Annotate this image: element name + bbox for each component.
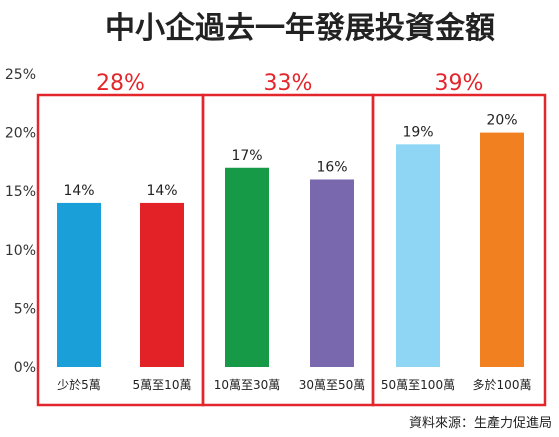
bar	[480, 132, 524, 367]
chart-title: 中小企過去一年發展投資金額	[105, 11, 495, 46]
group-label: 39%	[435, 71, 484, 96]
y-tick-label: 25%	[5, 67, 36, 83]
value-label: 20%	[486, 113, 517, 129]
category-label: 30萬至50萬	[299, 378, 366, 392]
group-box	[371, 93, 547, 407]
value-label: 16%	[316, 159, 347, 175]
category-label: 少於5萬	[57, 377, 101, 392]
y-tick-label: 10%	[5, 243, 36, 259]
value-label: 17%	[231, 148, 262, 164]
category-label: 多於100萬	[473, 377, 532, 392]
group-boxes: 28% 33% 39%	[36, 71, 547, 407]
bar	[140, 202, 184, 367]
y-tick-label: 0%	[14, 360, 36, 376]
category-label: 5萬至10萬	[133, 378, 192, 392]
y-tick-label: 5%	[14, 301, 36, 317]
y-tick-label: 15%	[5, 184, 36, 200]
y-tick-label: 20%	[5, 126, 36, 142]
category-label: 50萬至100萬	[381, 378, 455, 392]
bar	[396, 144, 440, 367]
y-axis: 0% 5% 10% 15% 20% 25%	[5, 67, 36, 376]
source-note: 資料來源：生產力促進局	[409, 415, 552, 431]
category-label: 10萬至30萬	[214, 378, 281, 392]
group-label: 33%	[264, 71, 313, 96]
group-label: 28%	[96, 71, 145, 96]
bar	[310, 179, 354, 367]
bar	[57, 202, 101, 367]
bar	[225, 167, 269, 367]
value-label: 19%	[402, 124, 433, 140]
value-label: 14%	[146, 183, 177, 199]
x-axis: 少於5萬 5萬至10萬 10萬至30萬 30萬至50萬 50萬至100萬 多於100萬	[57, 377, 531, 392]
value-label: 14%	[63, 183, 94, 199]
bars: 14% 14% 17% 16% 19% 20%	[57, 113, 524, 367]
